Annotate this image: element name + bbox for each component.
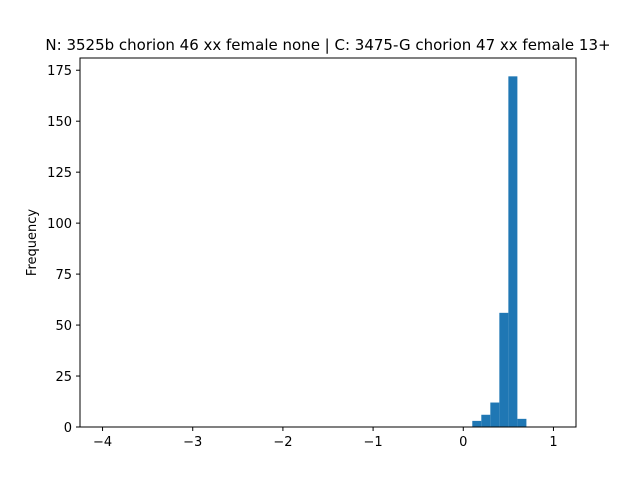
y-tick-label: 75: [55, 268, 72, 283]
histogram-bar: [481, 414, 491, 427]
x-tick-label: −1: [364, 435, 383, 450]
y-tick-label: 150: [47, 115, 72, 130]
y-tick-label: 50: [55, 319, 72, 334]
y-tick-label: 100: [47, 217, 72, 232]
histogram-bar: [472, 420, 482, 427]
x-tick-label: 1: [549, 435, 557, 450]
x-tick-label: −4: [93, 435, 112, 450]
chart-title: N: 3525b chorion 46 xx female none | C: …: [45, 36, 610, 54]
histogram-bar: [508, 76, 518, 427]
histogram-bar: [517, 418, 527, 427]
histogram-bar: [490, 402, 500, 427]
histogram-bar: [499, 312, 509, 427]
y-axis-label: Frequency: [25, 209, 40, 276]
y-tick-label: 125: [47, 166, 72, 181]
y-tick-label: 175: [47, 64, 72, 79]
histogram-bars: [472, 76, 527, 427]
x-tick-label: −3: [183, 435, 202, 450]
x-tick-label: −2: [273, 435, 292, 450]
x-tick-label: 0: [459, 435, 467, 450]
y-tick-label: 0: [64, 421, 72, 436]
plot-area-frame: [79, 57, 577, 428]
y-axis: 0 25 50 75 100 125 150 175: [47, 64, 80, 436]
y-tick-label: 25: [55, 370, 72, 385]
x-axis: −4 −3 −2 −1 0 1: [93, 427, 558, 450]
